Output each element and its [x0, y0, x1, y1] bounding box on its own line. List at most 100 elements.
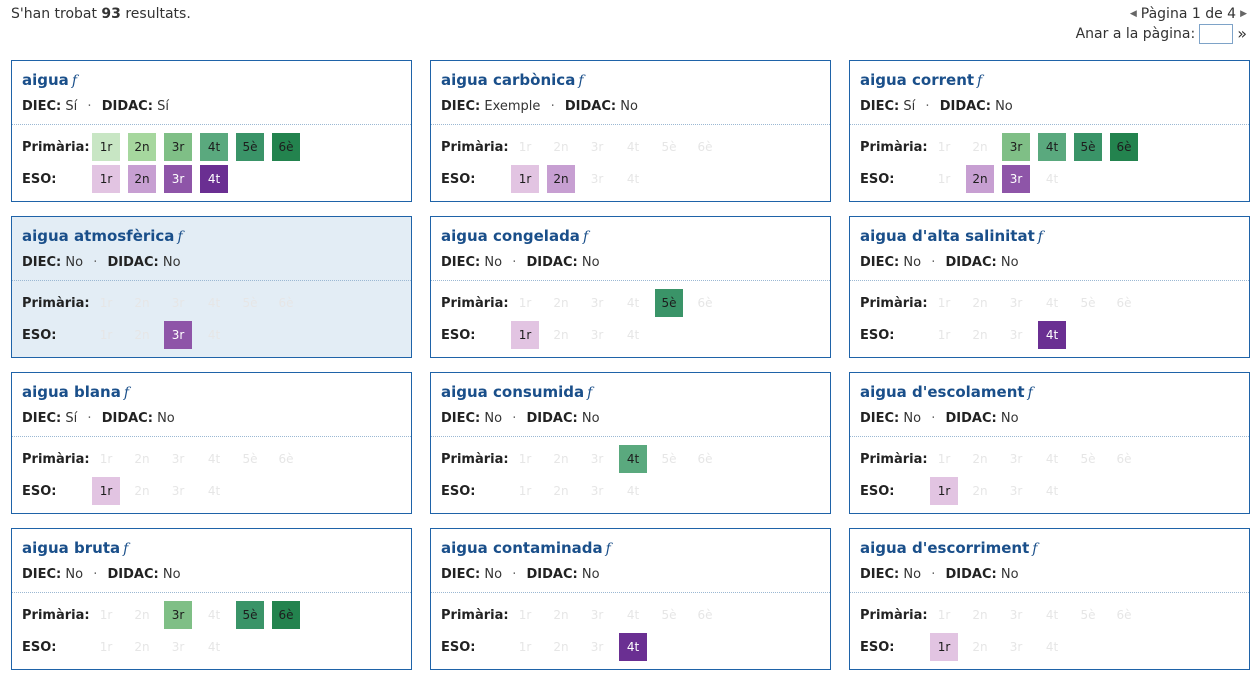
- next-page-icon[interactable]: ▶: [1240, 9, 1247, 19]
- tile-primaria-1[interactable]: 2n: [553, 296, 569, 310]
- tile-eso-0[interactable]: 1r: [99, 328, 113, 342]
- tile-primaria-0[interactable]: 1r: [518, 452, 532, 466]
- tile-primaria-3[interactable]: 4t: [619, 445, 647, 473]
- tile-primaria-1[interactable]: 2n: [972, 296, 988, 310]
- tile-primaria-5[interactable]: 6è: [278, 296, 294, 310]
- tile-eso-1[interactable]: 2n: [128, 165, 156, 193]
- entry-word[interactable]: aigua consumida: [441, 383, 585, 401]
- entry-word[interactable]: aigua contaminada: [441, 539, 603, 557]
- tile-primaria-4[interactable]: 5è: [236, 133, 264, 161]
- tile-primaria-0[interactable]: 1r: [937, 296, 951, 310]
- tile-primaria-3[interactable]: 4t: [1045, 296, 1059, 310]
- entry-title[interactable]: aigua f: [22, 71, 401, 89]
- tile-eso-1[interactable]: 2n: [966, 165, 994, 193]
- tile-primaria-5[interactable]: 6è: [697, 608, 713, 622]
- entry-title[interactable]: aigua blana f: [22, 383, 401, 401]
- tile-eso-0[interactable]: 1r: [930, 633, 958, 661]
- tile-eso-0[interactable]: 1r: [937, 172, 951, 186]
- tile-eso-1[interactable]: 2n: [553, 640, 569, 654]
- tile-primaria-2[interactable]: 3r: [590, 296, 604, 310]
- entry-title[interactable]: aigua consumida f: [441, 383, 820, 401]
- tile-eso-2[interactable]: 3r: [171, 484, 185, 498]
- entry-title[interactable]: aigua atmosfèrica f: [22, 227, 401, 245]
- result-card[interactable]: aigua blana f DIEC: Sí · DIDAC: No Primàr…: [11, 372, 412, 514]
- tile-primaria-5[interactable]: 6è: [1116, 296, 1132, 310]
- tile-primaria-4[interactable]: 5è: [236, 601, 264, 629]
- tile-eso-2[interactable]: 3r: [1009, 484, 1023, 498]
- tile-eso-0[interactable]: 1r: [92, 165, 120, 193]
- tile-primaria-2[interactable]: 3r: [1009, 452, 1023, 466]
- tile-eso-3[interactable]: 4t: [626, 484, 640, 498]
- tile-primaria-0[interactable]: 1r: [937, 608, 951, 622]
- tile-primaria-5[interactable]: 6è: [278, 452, 294, 466]
- tile-eso-0[interactable]: 1r: [99, 640, 113, 654]
- tile-primaria-5[interactable]: 6è: [1110, 133, 1138, 161]
- tile-eso-2[interactable]: 3r: [164, 165, 192, 193]
- tile-eso-3[interactable]: 4t: [1038, 321, 1066, 349]
- tile-primaria-4[interactable]: 5è: [1080, 452, 1096, 466]
- tile-primaria-2[interactable]: 3r: [164, 601, 192, 629]
- tile-primaria-3[interactable]: 4t: [207, 452, 221, 466]
- tile-eso-1[interactable]: 2n: [972, 328, 988, 342]
- result-card[interactable]: aigua d'escorriment f DIEC: No · DIDAC: N…: [849, 528, 1250, 670]
- entry-title[interactable]: aigua congelada f: [441, 227, 820, 245]
- tile-eso-2[interactable]: 3r: [590, 172, 604, 186]
- tile-eso-1[interactable]: 2n: [553, 484, 569, 498]
- entry-word[interactable]: aigua blana: [22, 383, 121, 401]
- entry-word[interactable]: aigua bruta: [22, 539, 121, 557]
- tile-eso-0[interactable]: 1r: [930, 477, 958, 505]
- tile-primaria-2[interactable]: 3r: [171, 296, 185, 310]
- tile-primaria-4[interactable]: 5è: [661, 608, 677, 622]
- tile-eso-3[interactable]: 4t: [1045, 484, 1059, 498]
- tile-eso-0[interactable]: 1r: [511, 321, 539, 349]
- entry-word[interactable]: aigua d'escorriment: [860, 539, 1030, 557]
- prev-page-icon[interactable]: ◀: [1129, 9, 1137, 19]
- tile-primaria-0[interactable]: 1r: [99, 608, 113, 622]
- result-card[interactable]: aigua d'escolament f DIEC: No · DIDAC: No…: [849, 372, 1250, 514]
- entry-word[interactable]: aigua d'escolament: [860, 383, 1025, 401]
- tile-primaria-4[interactable]: 5è: [242, 452, 258, 466]
- tile-primaria-4[interactable]: 5è: [242, 296, 258, 310]
- tile-primaria-5[interactable]: 6è: [697, 140, 713, 154]
- tile-primaria-3[interactable]: 4t: [1045, 452, 1059, 466]
- entry-word[interactable]: aigua corrent: [860, 71, 975, 89]
- tile-primaria-5[interactable]: 6è: [1116, 452, 1132, 466]
- tile-eso-0[interactable]: 1r: [518, 484, 532, 498]
- tile-eso-3[interactable]: 4t: [207, 328, 221, 342]
- tile-primaria-1[interactable]: 2n: [972, 140, 988, 154]
- tile-primaria-1[interactable]: 2n: [972, 608, 988, 622]
- entry-title[interactable]: aigua d'escorriment f: [860, 539, 1239, 557]
- tile-primaria-0[interactable]: 1r: [99, 296, 113, 310]
- tile-eso-1[interactable]: 2n: [972, 484, 988, 498]
- tile-primaria-4[interactable]: 5è: [655, 289, 683, 317]
- tile-eso-2[interactable]: 3r: [1009, 640, 1023, 654]
- tile-primaria-1[interactable]: 2n: [134, 452, 150, 466]
- tile-primaria-3[interactable]: 4t: [207, 608, 221, 622]
- tile-primaria-3[interactable]: 4t: [626, 296, 640, 310]
- tile-primaria-1[interactable]: 2n: [972, 452, 988, 466]
- tile-primaria-3[interactable]: 4t: [626, 140, 640, 154]
- entry-title[interactable]: aigua d'alta salinitat f: [860, 227, 1239, 245]
- tile-primaria-4[interactable]: 5è: [1074, 133, 1102, 161]
- result-card[interactable]: aigua f DIEC: Sí · DIDAC: Sí Primària: 1r…: [11, 60, 412, 202]
- tile-primaria-4[interactable]: 5è: [661, 452, 677, 466]
- tile-primaria-0[interactable]: 1r: [518, 608, 532, 622]
- result-card[interactable]: aigua bruta f DIEC: No · DIDAC: No Primàr…: [11, 528, 412, 670]
- result-card[interactable]: aigua d'alta salinitat f DIEC: No · DIDAC…: [849, 216, 1250, 358]
- tile-primaria-3[interactable]: 4t: [200, 133, 228, 161]
- entry-word[interactable]: aigua d'alta salinitat: [860, 227, 1035, 245]
- tile-eso-1[interactable]: 2n: [134, 640, 150, 654]
- entry-word[interactable]: aigua: [22, 71, 69, 89]
- tile-eso-3[interactable]: 4t: [626, 328, 640, 342]
- goto-page-button[interactable]: »: [1237, 24, 1247, 43]
- tile-eso-2[interactable]: 3r: [590, 484, 604, 498]
- entry-title[interactable]: aigua bruta f: [22, 539, 401, 557]
- tile-primaria-2[interactable]: 3r: [1002, 133, 1030, 161]
- tile-primaria-3[interactable]: 4t: [207, 296, 221, 310]
- tile-primaria-2[interactable]: 3r: [171, 452, 185, 466]
- tile-eso-1[interactable]: 2n: [553, 328, 569, 342]
- tile-primaria-4[interactable]: 5è: [1080, 608, 1096, 622]
- tile-eso-0[interactable]: 1r: [511, 165, 539, 193]
- entry-title[interactable]: aigua contaminada f: [441, 539, 820, 557]
- tile-primaria-0[interactable]: 1r: [937, 140, 951, 154]
